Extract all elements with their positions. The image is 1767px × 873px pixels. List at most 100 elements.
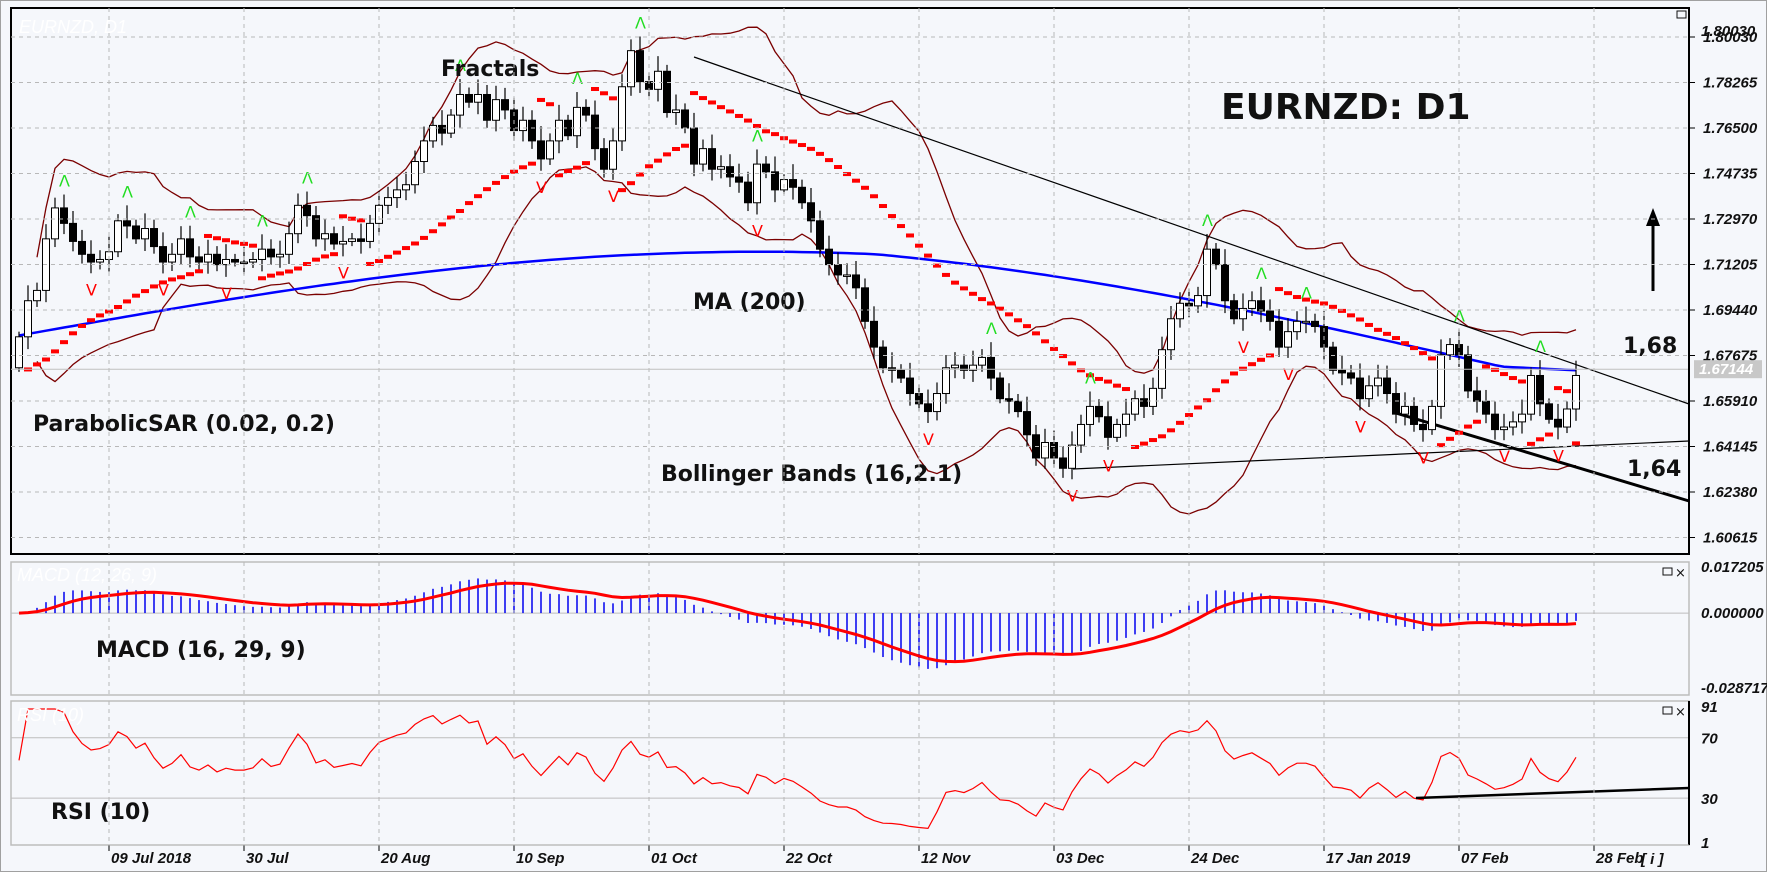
candle-body[interactable] (33, 289, 41, 302)
candle-body[interactable] (852, 274, 860, 289)
candle-body[interactable] (258, 248, 266, 260)
candle-body[interactable] (1311, 320, 1319, 327)
candle-body[interactable] (69, 222, 77, 242)
candle-body[interactable] (1104, 416, 1112, 438)
candle-body[interactable] (483, 93, 491, 121)
candle-body[interactable] (240, 261, 248, 265)
candle-body[interactable] (1041, 442, 1049, 459)
candle-body[interactable] (717, 166, 725, 170)
candle-body[interactable] (987, 356, 995, 379)
candle-body[interactable] (924, 403, 932, 413)
candle-body[interactable] (861, 287, 869, 322)
close-icon[interactable]: × (1675, 566, 1686, 581)
candle-body[interactable] (609, 140, 617, 170)
candle-body[interactable] (1005, 398, 1013, 402)
candle-body[interactable] (366, 222, 374, 242)
candle-body[interactable] (375, 204, 383, 224)
candle-body[interactable] (1221, 264, 1229, 302)
candle-body[interactable] (438, 124, 446, 134)
candle-body[interactable] (1248, 300, 1256, 309)
candle-body[interactable] (1554, 418, 1562, 428)
candle-body[interactable] (1095, 405, 1103, 418)
candle-body[interactable] (321, 233, 329, 240)
candle-body[interactable] (222, 258, 230, 266)
candle-body[interactable] (402, 184, 410, 191)
candle-body[interactable] (1014, 400, 1022, 413)
candle-body[interactable] (1113, 423, 1121, 438)
candle-body[interactable] (1293, 320, 1301, 333)
candle-body[interactable] (357, 238, 365, 242)
candle-body[interactable] (573, 106, 581, 137)
candle-body[interactable] (807, 202, 815, 222)
candle-body[interactable] (1266, 310, 1274, 322)
candle-body[interactable] (1392, 393, 1400, 415)
candle-body[interactable] (1563, 408, 1571, 428)
candle-body[interactable] (1410, 405, 1418, 425)
candle-body[interactable] (960, 364, 968, 371)
candle-body[interactable] (231, 258, 239, 263)
candle-body[interactable] (519, 119, 527, 132)
candle-body[interactable] (78, 240, 86, 255)
candle-body[interactable] (1365, 385, 1373, 400)
candle-body[interactable] (294, 204, 302, 235)
candle-body[interactable] (51, 207, 59, 240)
candle-body[interactable] (249, 258, 257, 263)
candle-body[interactable] (978, 356, 986, 366)
candle-body[interactable] (906, 377, 914, 395)
candle-body[interactable] (1419, 423, 1427, 431)
candle-body[interactable] (1338, 369, 1346, 374)
candle-body[interactable] (663, 70, 671, 114)
candle-body[interactable] (456, 93, 464, 116)
candle-body[interactable] (1347, 372, 1355, 379)
info-button[interactable]: [ i ] (1640, 851, 1664, 868)
candle-body[interactable] (1572, 374, 1580, 410)
candle-body[interactable] (141, 228, 149, 240)
candle-body[interactable] (1302, 320, 1310, 324)
candle-body[interactable] (582, 106, 590, 116)
candle-body[interactable] (600, 148, 608, 170)
candle-body[interactable] (1509, 421, 1517, 428)
candle-body[interactable] (429, 124, 437, 142)
candle-body[interactable] (798, 186, 806, 204)
candle-body[interactable] (969, 364, 977, 371)
candle-body[interactable] (1446, 344, 1454, 356)
candle-body[interactable] (1482, 400, 1490, 415)
candle-body[interactable] (1059, 457, 1067, 469)
close-icon[interactable]: × (1675, 705, 1686, 720)
candle-body[interactable] (537, 140, 545, 160)
candle-body[interactable] (384, 197, 392, 206)
candle-body[interactable] (1275, 320, 1283, 348)
candle-body[interactable] (303, 204, 311, 217)
candle-body[interactable] (735, 176, 743, 183)
candle-body[interactable] (1176, 302, 1184, 320)
candle-body[interactable] (150, 228, 158, 248)
candle-body[interactable] (339, 240, 347, 245)
candle-body[interactable] (843, 274, 851, 277)
candle-body[interactable] (24, 300, 32, 338)
candle-body[interactable] (753, 163, 761, 204)
candle-body[interactable] (762, 163, 770, 173)
candle-body[interactable] (60, 207, 68, 224)
candle-body[interactable] (393, 189, 401, 199)
candle-body[interactable] (447, 114, 455, 134)
candle-body[interactable] (1023, 411, 1031, 436)
candle-body[interactable] (555, 119, 563, 142)
candle-body[interactable] (1383, 377, 1391, 395)
candle-body[interactable] (348, 238, 356, 242)
candle-body[interactable] (177, 238, 185, 255)
candle-body[interactable] (1131, 398, 1139, 415)
candle-body[interactable] (474, 93, 482, 103)
candle-body[interactable] (501, 99, 509, 111)
candle-body[interactable] (123, 220, 131, 227)
candle-body[interactable] (636, 50, 644, 83)
candle-body[interactable] (879, 346, 887, 369)
macd-panel[interactable] (10, 561, 1690, 696)
candle-body[interactable] (627, 50, 635, 88)
candle-body[interactable] (1257, 300, 1265, 312)
candle-body[interactable] (654, 70, 662, 90)
candle-body[interactable] (132, 225, 140, 240)
candle-body[interactable] (681, 109, 689, 129)
candle-body[interactable] (1149, 387, 1157, 407)
candle-body[interactable] (186, 238, 194, 258)
